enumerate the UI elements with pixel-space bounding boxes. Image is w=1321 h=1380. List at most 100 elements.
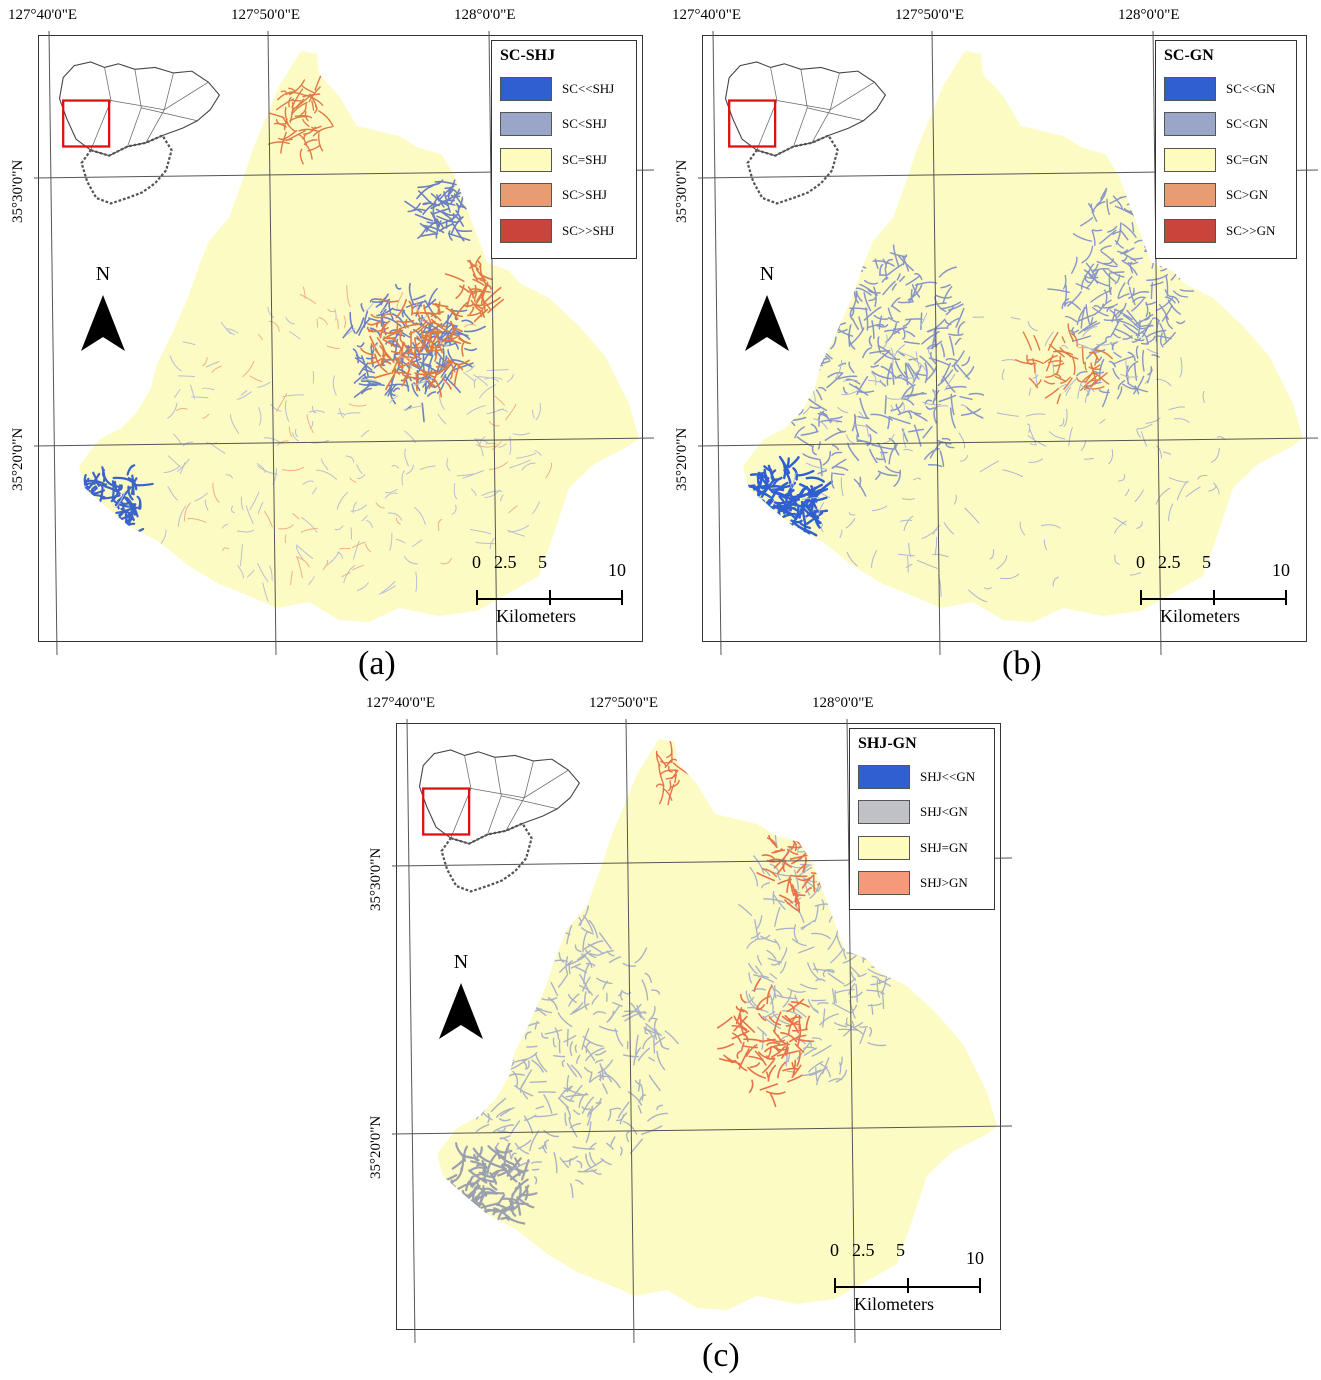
panel-a: 127°40'0"E 127°50'0"E 128°0'0"E 35°30'0"N 35… <box>0 0 660 690</box>
legend-title: SC-GN <box>1164 47 1214 64</box>
scale-bar-line <box>834 1278 981 1293</box>
panel-caption: (c) <box>702 1337 740 1374</box>
lon-label-0: 127°40'0"E <box>366 695 435 711</box>
lon-label-2: 128°0'0"E <box>454 7 516 23</box>
panel-b: 127°40'0"E 127°50'0"E 128°0'0"E 35°30'0"N 35… <box>664 0 1321 690</box>
legend-item: SHJ<<GN <box>858 759 986 795</box>
north-arrow-icon <box>745 295 789 351</box>
locator-inset <box>418 749 581 893</box>
lon-label-2: 128°0'0"E <box>1118 7 1180 23</box>
scale-bar-line <box>1140 590 1287 605</box>
legend-swatch <box>1164 112 1216 137</box>
locator-inset <box>58 61 221 205</box>
legend-item: SHJ=GN <box>858 830 986 866</box>
scale-tick-0: 0 <box>1136 552 1145 572</box>
scale-tick-2: 5 <box>538 552 547 572</box>
inset-districts <box>90 67 209 151</box>
meridian-2 <box>1152 30 1162 656</box>
meridian-2 <box>488 30 498 656</box>
parallel-1 <box>33 437 655 447</box>
legend-item: SC<GN <box>1164 107 1288 143</box>
lat-label-0: 35°30'0"N <box>10 159 26 223</box>
legend-swatch <box>858 835 910 860</box>
legend-item: SC<<SHJ <box>500 71 628 107</box>
meridian-0 <box>48 30 58 656</box>
study-area-box <box>62 99 111 148</box>
north-label: N <box>95 263 111 285</box>
study-area <box>743 51 1303 622</box>
study-area-box <box>422 787 471 836</box>
lon-label-1: 127°50'0"E <box>895 7 964 23</box>
legend-item: SC=GN <box>1164 142 1288 178</box>
study-area <box>437 739 997 1310</box>
locator-inset <box>724 61 887 205</box>
legend-item: SC<<GN <box>1164 71 1288 107</box>
meridian-2 <box>846 718 856 1344</box>
legend: SC-SHJ SC<<SHJ SC<SHJ SC=SHJ SC>SHJ SC>>SHJ <box>491 40 637 259</box>
lon-label-0: 127°40'0"E <box>672 7 741 23</box>
map-frame <box>697 30 1319 656</box>
scale-tick-1: 2.5 <box>1158 552 1181 572</box>
scale-unit: Kilometers <box>854 1294 934 1314</box>
meridian-1 <box>267 30 277 656</box>
scale-unit: Kilometers <box>1160 606 1240 626</box>
inset-districts <box>756 67 875 151</box>
legend-swatch <box>1164 147 1216 172</box>
legend-swatch <box>858 764 910 789</box>
scale-tick-1: 2.5 <box>494 552 517 572</box>
inset-districts <box>450 755 569 839</box>
legend-swatch <box>858 800 910 825</box>
lon-label-1: 127°50'0"E <box>231 7 300 23</box>
legend-item: SHJ>GN <box>858 866 986 902</box>
inset-coast <box>80 134 173 205</box>
legend-label: SC<<SHJ <box>562 80 615 96</box>
legend-item: SC>>SHJ <box>500 213 628 249</box>
scale-bar-line <box>476 590 623 605</box>
inset-province-outline <box>724 61 887 157</box>
lon-label-2: 128°0'0"E <box>812 695 874 711</box>
lon-label-0: 127°40'0"E <box>8 7 77 23</box>
scale-tick-3: 10 <box>608 560 626 580</box>
legend-swatch <box>500 147 552 172</box>
map-canvas <box>33 30 655 656</box>
graticule <box>33 30 655 656</box>
lat-label-0: 35°30'0"N <box>674 159 690 223</box>
scale-bar: 0 2.5 5 10 Kilometers <box>1136 550 1306 630</box>
scale-unit: Kilometers <box>496 606 576 626</box>
scale-tick-3: 10 <box>966 1248 984 1268</box>
inset-coast <box>746 134 839 205</box>
north-arrow-icon <box>81 295 125 351</box>
lat-label-0: 35°30'0"N <box>368 847 384 911</box>
scale-tick-2: 5 <box>896 1240 905 1260</box>
legend-swatch <box>1164 218 1216 243</box>
scale-tick-2: 5 <box>1202 552 1211 572</box>
lon-label-1: 127°50'0"E <box>589 695 658 711</box>
legend-item: SC>SHJ <box>500 178 628 214</box>
legend-label: SC>SHJ <box>562 187 607 203</box>
legend-title: SC-SHJ <box>500 47 556 64</box>
legend-item: SC=SHJ <box>500 142 628 178</box>
map-canvas <box>391 718 1013 1344</box>
inset-province-outline <box>418 749 581 845</box>
scale-bar: 0 2.5 5 10 Kilometers <box>472 550 642 630</box>
legend-label: SHJ<GN <box>920 804 968 820</box>
legend: SHJ-GN SHJ<<GN SHJ<GN SHJ=GN SHJ>GN <box>849 728 995 910</box>
legend-label: SC>GN <box>1226 187 1269 203</box>
legend-label: SC=SHJ <box>562 151 607 167</box>
legend-swatch <box>500 76 552 101</box>
scale-tick-0: 0 <box>830 1240 839 1260</box>
inset-province-outline <box>58 61 221 157</box>
legend-item: SC>GN <box>1164 178 1288 214</box>
north-arrow-icon <box>439 983 483 1039</box>
legend-label: SHJ=GN <box>920 839 968 855</box>
legend-label: SC<GN <box>1226 116 1269 132</box>
legend: SC-GN SC<<GN SC<GN SC=GN SC>GN SC>>GN <box>1155 40 1297 259</box>
lat-label-1: 35°20'0"N <box>10 427 26 491</box>
legend-label: SC<SHJ <box>562 116 607 132</box>
north-label: N <box>759 263 775 285</box>
lat-label-1: 35°20'0"N <box>368 1115 384 1179</box>
legend-item: SC<SHJ <box>500 107 628 143</box>
study-area <box>79 51 639 622</box>
lat-label-1: 35°20'0"N <box>674 427 690 491</box>
parallel-1 <box>697 437 1319 447</box>
